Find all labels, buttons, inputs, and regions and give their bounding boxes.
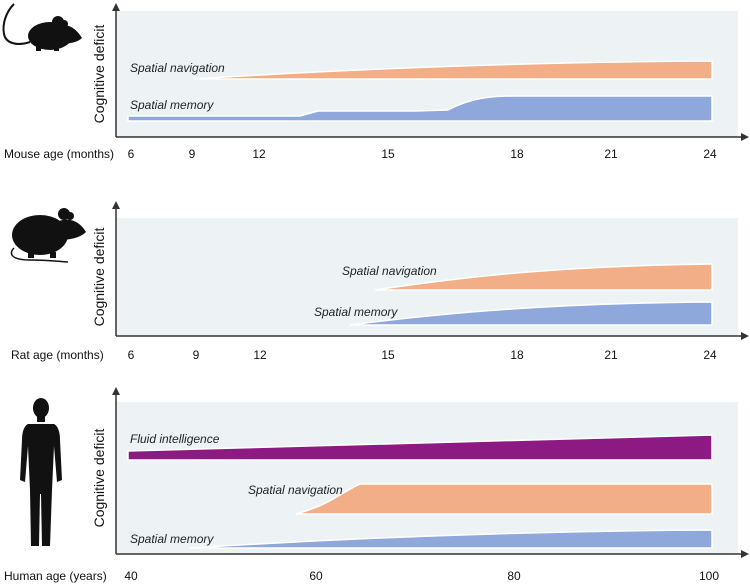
rat-tick: 12 bbox=[253, 348, 267, 362]
human-navigation-label: Spatial navigation bbox=[248, 483, 343, 497]
rat-tick: 21 bbox=[604, 348, 618, 362]
mouse-memory-label: Spatial memory bbox=[130, 98, 214, 112]
mouse-tick: 24 bbox=[703, 147, 717, 161]
human-tick: 40 bbox=[124, 569, 138, 583]
mouse-tick: 9 bbox=[189, 147, 196, 161]
human-y-axis-label: Cognitive deficit bbox=[91, 428, 107, 527]
mouse-tick: 12 bbox=[252, 147, 266, 161]
human-tick: 80 bbox=[507, 569, 521, 583]
human-memory-band bbox=[189, 529, 713, 549]
rat-tick: 18 bbox=[510, 348, 524, 362]
mouse-silhouette-icon bbox=[2, 3, 82, 51]
rat-tick: 9 bbox=[193, 348, 200, 362]
human-navigation-band bbox=[295, 483, 713, 515]
mouse-tick: 6 bbox=[128, 147, 135, 161]
mouse-tick: 21 bbox=[604, 147, 618, 161]
mouse-memory-band bbox=[127, 95, 713, 122]
mouse-navigation-band bbox=[194, 60, 713, 80]
rat-tick: 24 bbox=[703, 348, 717, 362]
mouse-tick: 18 bbox=[510, 147, 524, 161]
human-panel-background bbox=[116, 402, 738, 554]
mouse-x-axis-label: Mouse age (months) bbox=[4, 147, 114, 161]
rat-memory-band bbox=[349, 301, 713, 326]
rat-navigation-label: Spatial navigation bbox=[342, 264, 437, 278]
rat-panel: Spatial navigation Spatial memory Cognit… bbox=[10, 201, 749, 362]
mouse-navigation-label: Spatial navigation bbox=[130, 61, 225, 75]
human-tick: 60 bbox=[309, 569, 323, 583]
mouse-y-axis-label: Cognitive deficit bbox=[91, 24, 107, 123]
human-fluid-label: Fluid intelligence bbox=[130, 432, 220, 446]
rat-tick: 6 bbox=[128, 348, 135, 362]
mouse-tick: 15 bbox=[381, 147, 395, 161]
human-silhouette-icon bbox=[20, 398, 62, 546]
rat-memory-label: Spatial memory bbox=[314, 305, 398, 319]
rat-x-axis-label: Rat age (months) bbox=[11, 348, 104, 362]
rat-navigation-band bbox=[374, 263, 713, 291]
human-panel: Fluid intelligence Spatial navigation Sp… bbox=[4, 387, 749, 583]
human-memory-label: Spatial memory bbox=[130, 532, 214, 546]
mouse-panel: Spatial navigation Spatial memory Cognit… bbox=[2, 3, 749, 161]
rat-silhouette-icon bbox=[10, 208, 86, 263]
human-tick: 100 bbox=[699, 569, 719, 583]
rat-tick: 15 bbox=[381, 348, 395, 362]
human-fluid-band bbox=[127, 434, 713, 461]
human-x-axis-label: Human age (years) bbox=[4, 569, 107, 583]
rat-y-axis-label: Cognitive deficit bbox=[91, 227, 107, 326]
